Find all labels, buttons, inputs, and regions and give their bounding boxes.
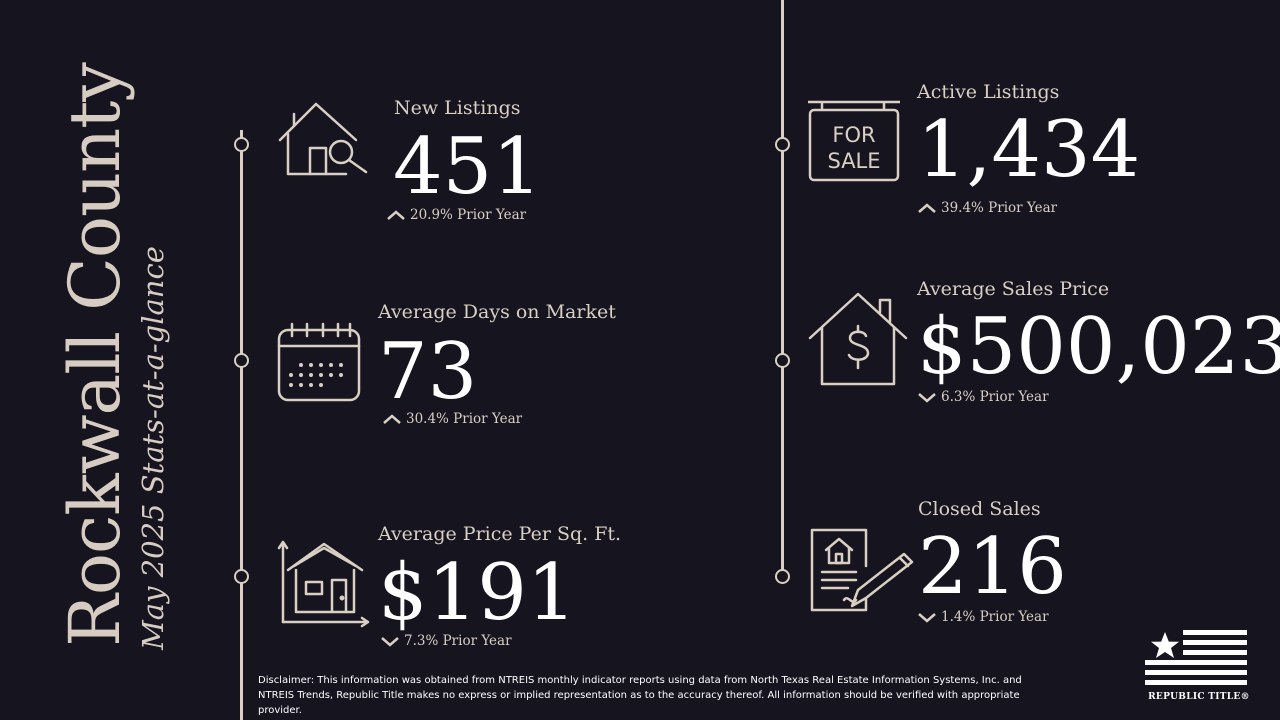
price-sqft-change-text: 7.3% Prior Year <box>404 633 512 649</box>
closed-sales-label: Closed Sales <box>918 498 1041 520</box>
house-dollar-icon <box>808 292 908 386</box>
logo-text: REPUBLIC TITLE® <box>1148 692 1250 702</box>
for-sale-sign-icon: FOR SALE <box>808 100 900 182</box>
active-listings-label: Active Listings <box>917 81 1060 103</box>
avg-days-value: 73 <box>378 327 478 417</box>
house-search-icon <box>278 102 368 176</box>
chevron-up-icon <box>387 210 405 220</box>
avg-sales-price-value: $500,023 <box>917 302 1280 392</box>
new-listings-value: 451 <box>393 122 542 212</box>
avg-days-label: Average Days on Market <box>378 301 616 323</box>
timeline-node <box>775 353 790 368</box>
closed-sales-change: 1.4% Prior Year <box>917 609 1049 625</box>
closed-sales-change-text: 1.4% Prior Year <box>941 609 1049 625</box>
flag-logo-icon <box>1145 630 1247 685</box>
chevron-up-icon <box>918 203 936 213</box>
avg-sales-price-label: Average Sales Price <box>917 278 1110 300</box>
new-listings-change-text: 20.9% Prior Year <box>410 207 527 223</box>
price-sqft-label: Average Price Per Sq. Ft. <box>378 523 622 545</box>
timeline-right <box>781 0 784 580</box>
avg-days-change: 30.4% Prior Year <box>382 411 522 427</box>
active-listings-change-text: 39.4% Prior Year <box>941 200 1058 216</box>
for-sale-sign-text-for: FOR <box>832 123 875 147</box>
disclaimer-text: Disclaimer: This information was obtaine… <box>258 675 1022 716</box>
chevron-down-icon <box>918 613 936 623</box>
timeline-left <box>240 130 243 720</box>
timeline-node <box>775 137 790 152</box>
active-listings-value: 1,434 <box>917 105 1141 195</box>
chevron-up-icon <box>383 414 401 424</box>
price-sqft-value: $191 <box>378 548 577 638</box>
new-listings-change: 20.9% Prior Year <box>386 207 526 223</box>
new-listings-label: New Listings <box>394 97 521 119</box>
active-listings-change: 39.4% Prior Year <box>917 200 1057 216</box>
avg-sales-price-change-text: 6.3% Prior Year <box>941 389 1049 405</box>
report-subtitle: May 2025 Stats-at-a-glance <box>136 246 170 650</box>
timeline-node <box>234 569 249 584</box>
chevron-down-icon <box>918 393 936 403</box>
county-title: Rockwall County <box>54 63 136 647</box>
calendar-icon <box>277 322 361 402</box>
avg-days-change-text: 30.4% Prior Year <box>406 411 523 427</box>
closed-sales-value: 216 <box>918 522 1067 612</box>
timeline-node <box>234 137 249 152</box>
timeline-node <box>775 569 790 584</box>
house-chart-icon <box>277 540 370 628</box>
chevron-down-icon <box>381 637 399 647</box>
contract-signing-icon <box>810 528 914 612</box>
title-panel: Rockwall County May 2025 Stats-at-a-glan… <box>0 0 190 720</box>
avg-sales-price-change: 6.3% Prior Year <box>917 389 1049 405</box>
price-sqft-change: 7.3% Prior Year <box>380 633 512 649</box>
for-sale-sign-text-sale: SALE <box>827 149 880 173</box>
timeline-node <box>234 353 249 368</box>
